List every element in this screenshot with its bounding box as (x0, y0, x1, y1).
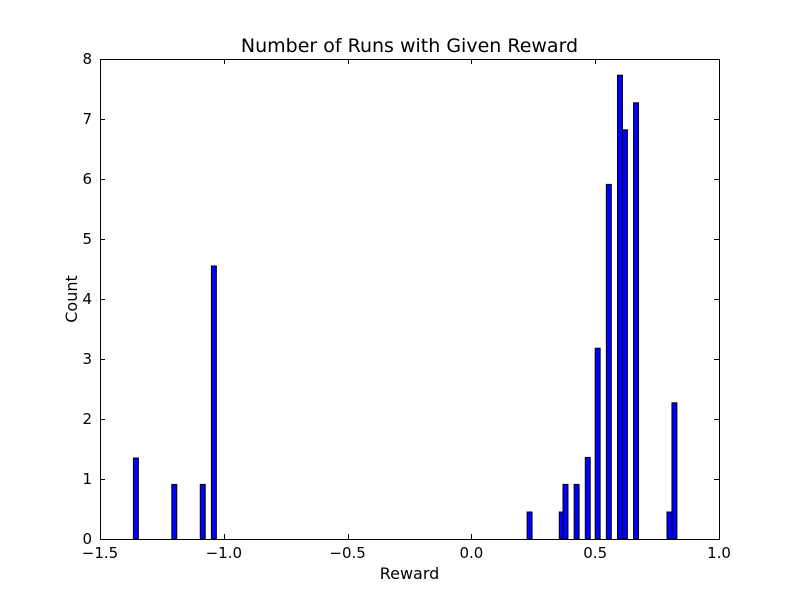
y-axis-title: Count (62, 275, 81, 323)
bar (671, 402, 678, 540)
bar (605, 183, 612, 540)
y-tick-label: 6 (82, 170, 92, 188)
bar (210, 265, 217, 540)
x-tick-label: 1.0 (707, 544, 731, 562)
plot-frame (100, 59, 720, 540)
x-axis-title: Reward (380, 564, 440, 583)
y-tick-label: 8 (82, 50, 92, 68)
y-tick-label: 3 (82, 350, 92, 368)
bar (171, 483, 178, 540)
x-tick-label: 0.5 (583, 544, 607, 562)
bar (199, 483, 206, 540)
bar (132, 457, 139, 540)
bar (616, 74, 623, 540)
bar (562, 483, 569, 540)
bar (594, 347, 601, 540)
y-tick-label: 7 (82, 110, 92, 128)
bar (526, 511, 533, 540)
bar (633, 102, 640, 540)
plot-area (100, 59, 719, 539)
bar (666, 511, 673, 540)
bar (573, 483, 580, 540)
bar (621, 129, 628, 540)
y-tick-label: 5 (82, 230, 92, 248)
chart-title: Number of Runs with Given Reward (241, 35, 578, 57)
y-tick-label: 4 (82, 290, 92, 308)
y-tick-label: 0 (82, 530, 92, 548)
y-tick-label: 2 (82, 410, 92, 428)
bar (584, 456, 591, 540)
y-tick-label: 1 (82, 470, 92, 488)
ticks-layer: −1.5 −1.0 −0.5 0.0 0.5 1.0 0 1 2 3 4 5 6 7 8 (82, 50, 731, 562)
x-tick-label: −1.0 (206, 544, 242, 562)
x-tick-label: −1.5 (82, 544, 118, 562)
x-tick-label: 0.0 (459, 544, 483, 562)
x-tick-label: −0.5 (329, 544, 365, 562)
